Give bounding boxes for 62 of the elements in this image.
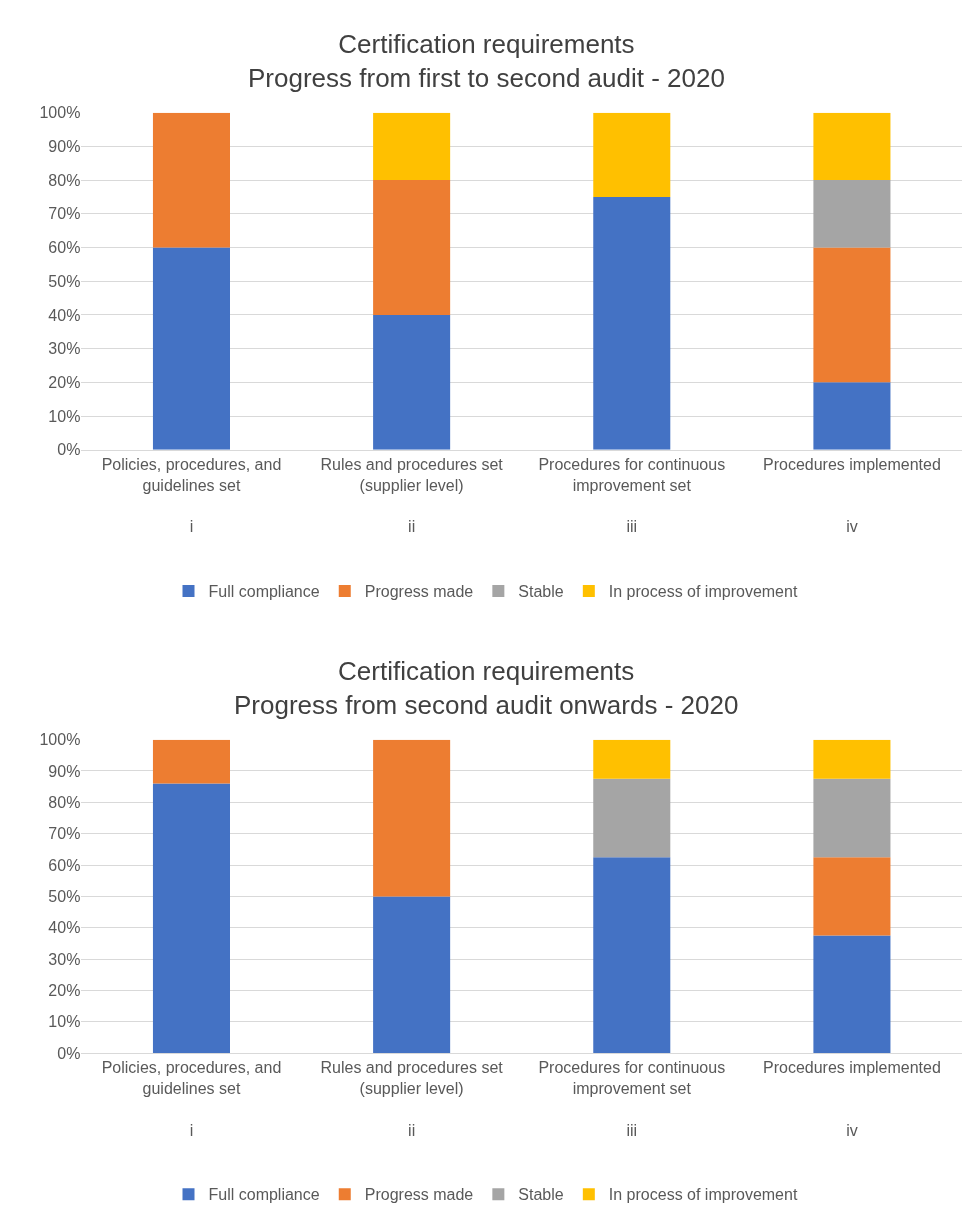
bar bbox=[373, 112, 451, 181]
bar bbox=[152, 739, 230, 784]
legend-label: In process of improvement bbox=[608, 1186, 798, 1204]
category-label: Rules and procedures set (supplier level) ii bbox=[320, 1059, 503, 1139]
y-tick-label: 50% bbox=[48, 272, 81, 290]
y-tick-label: 90% bbox=[48, 762, 81, 780]
y-tick-label: 40% bbox=[48, 306, 81, 324]
bar bbox=[813, 247, 891, 383]
legend-label: Stable bbox=[518, 583, 564, 601]
bar bbox=[152, 783, 230, 1054]
y-tick-label: 30% bbox=[48, 340, 81, 358]
y-tick-label: 80% bbox=[48, 793, 81, 811]
y-tick-label: 10% bbox=[48, 1013, 81, 1031]
bar bbox=[593, 857, 671, 1054]
legend-label: Full compliance bbox=[208, 1186, 320, 1204]
bar bbox=[813, 112, 891, 181]
bar bbox=[593, 196, 671, 450]
category-label: Procedures implemented iv bbox=[762, 455, 941, 536]
legend-label: Progress made bbox=[364, 583, 474, 601]
y-tick-label: 70% bbox=[48, 825, 81, 843]
category-label: Procedures for continuous improvement set iii bbox=[538, 1059, 726, 1139]
chart-title: Certification requirements Progress from second audit onwards - 2020 bbox=[234, 656, 739, 720]
y-tick-label: 80% bbox=[48, 171, 81, 189]
bar bbox=[373, 314, 451, 450]
bar bbox=[593, 778, 671, 858]
bar bbox=[373, 739, 451, 897]
bar bbox=[813, 857, 891, 936]
y-tick-label: 30% bbox=[48, 950, 81, 968]
legend-label: Stable bbox=[518, 1186, 564, 1204]
y-tick-label: 40% bbox=[48, 919, 81, 937]
category-label: Policies, procedures, and guidelines set i bbox=[101, 455, 282, 536]
y-tick-label: 60% bbox=[48, 239, 81, 257]
y-tick-label: 20% bbox=[48, 373, 81, 391]
y-tick-label: 90% bbox=[48, 137, 81, 155]
bar bbox=[813, 935, 891, 1054]
category-label: Procedures implemented iv bbox=[762, 1059, 941, 1139]
y-tick-label: 100% bbox=[39, 731, 81, 749]
legend-label: In process of improvement bbox=[608, 583, 798, 601]
legend-label: Progress made bbox=[364, 1186, 474, 1204]
bar bbox=[813, 739, 891, 779]
y-tick-label: 20% bbox=[48, 982, 81, 1000]
y-tick-label: 0% bbox=[57, 1044, 81, 1062]
bar bbox=[593, 739, 671, 779]
bar bbox=[373, 180, 451, 315]
bar bbox=[813, 778, 891, 858]
y-tick-label: 100% bbox=[39, 104, 81, 122]
category-label: Procedures for continuous improvement set iii bbox=[538, 455, 726, 536]
legend-label: Full compliance bbox=[208, 583, 320, 601]
y-tick-label: 0% bbox=[57, 441, 81, 459]
category-label: Rules and procedures set (supplier level) ii bbox=[320, 455, 503, 536]
y-tick-label: 50% bbox=[48, 887, 81, 905]
bar bbox=[152, 247, 230, 450]
bar bbox=[152, 112, 230, 248]
y-tick-label: 70% bbox=[48, 205, 81, 223]
bar bbox=[373, 896, 451, 1054]
y-tick-label: 10% bbox=[48, 407, 81, 425]
category-label: Policies, procedures, and guidelines set i bbox=[101, 1059, 282, 1139]
y-tick-label: 60% bbox=[48, 856, 81, 874]
chart-title: Certification requirements Progress from first to second audit - 2020 bbox=[248, 29, 725, 93]
bar bbox=[813, 382, 891, 450]
bar bbox=[813, 180, 891, 248]
bar bbox=[593, 112, 671, 197]
